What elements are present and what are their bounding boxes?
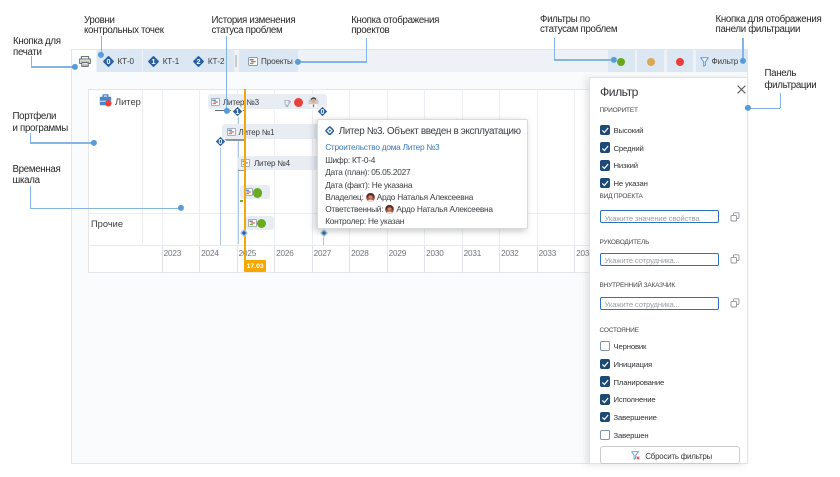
svg-text:1: 1 — [236, 108, 240, 115]
svg-text:2: 2 — [196, 57, 200, 66]
svg-text:0: 0 — [106, 57, 110, 66]
svg-text:1: 1 — [151, 57, 155, 66]
svg-text:0: 0 — [321, 108, 325, 115]
svg-text:0: 0 — [219, 139, 223, 146]
